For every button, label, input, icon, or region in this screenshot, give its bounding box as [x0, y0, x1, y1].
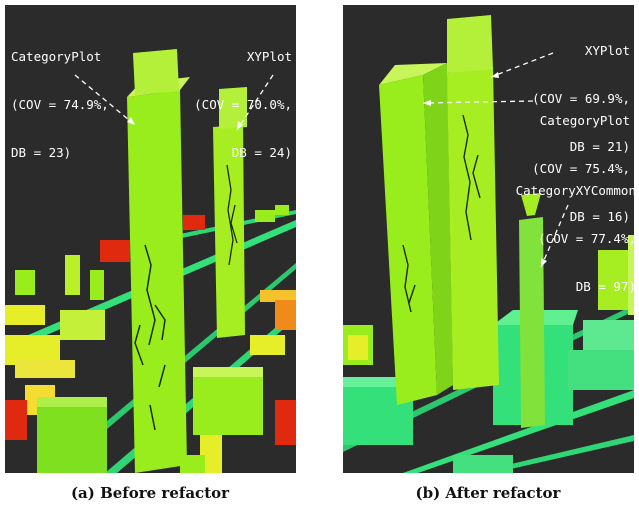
pointer-line: [236, 74, 274, 131]
building-roof: [193, 367, 263, 377]
coverage: (COV = 69.9%,: [532, 91, 630, 106]
design-bugs: DB = 97): [575, 279, 634, 294]
class-name: XYPlot: [584, 43, 630, 58]
building: [5, 305, 45, 325]
building: [65, 255, 80, 295]
pointer-line: [540, 204, 569, 268]
code-city-scene-before: [5, 5, 296, 473]
panel-after-refactor: XYPlot (COV = 69.9%, DB = 21) CategoryPl…: [343, 5, 634, 473]
tower-categoryplot-top: [133, 49, 179, 95]
arrow-head-icon: [491, 72, 499, 78]
building: [5, 400, 27, 440]
caption-after: (b) After refactor: [415, 484, 561, 502]
class-name: CategoryPlot: [11, 49, 102, 64]
building: [183, 215, 205, 230]
building: [15, 360, 75, 378]
design-bugs: DB = 21): [569, 139, 630, 154]
building: [250, 335, 285, 355]
building-roof: [343, 377, 413, 387]
building: [275, 205, 289, 215]
coverage: (COV = 75.4%,: [532, 161, 630, 176]
coverage: (COV = 74.9%,: [11, 97, 109, 112]
tower-categoryplot: [379, 75, 437, 405]
tower-xyplot-top: [219, 87, 247, 129]
building: [193, 375, 263, 435]
callout-xyplot-before: XYPlot (COV = 70.0%, DB = 24): [194, 17, 292, 193]
building: [260, 290, 296, 302]
panel-before-refactor: CategoryPlot (COV = 74.9%, DB = 23) XYPl…: [5, 5, 296, 473]
building: [90, 270, 104, 300]
building: [568, 350, 634, 390]
building: [348, 335, 368, 360]
tower-categoryxycommon-top: [521, 193, 541, 216]
design-bugs: DB = 23): [11, 145, 72, 160]
building: [255, 210, 275, 222]
class-name: CategoryPlot: [539, 113, 630, 128]
pointer-line: [74, 74, 136, 126]
callout-categoryxycommon-after: CategoryXYCommon (COV = 77.4%, DB = 97): [516, 151, 634, 327]
tower-xyplot: [447, 67, 499, 390]
coverage: (COV = 77.4%,: [538, 231, 634, 246]
building: [60, 310, 105, 340]
street: [473, 435, 634, 473]
coverage: (COV = 70.0%,: [194, 97, 292, 112]
callout-categoryplot-before: CategoryPlot (COV = 74.9%, DB = 23): [11, 17, 109, 193]
building-roof: [37, 397, 107, 407]
building: [200, 435, 222, 473]
caption-before: (a) Before refactor: [70, 484, 230, 502]
class-name: XYPlot: [246, 49, 292, 64]
tower-categoryplot-roof: [379, 63, 447, 85]
building: [100, 240, 130, 262]
pointer-line: [422, 100, 534, 104]
callout-categoryplot-after: CategoryPlot (COV = 75.4%, DB = 16): [532, 81, 630, 257]
street: [403, 390, 634, 473]
building: [37, 405, 107, 473]
building: [275, 300, 296, 330]
arrow-head-icon: [127, 117, 135, 125]
tower-categoryxycommon: [519, 217, 545, 428]
design-bugs: DB = 16): [569, 209, 630, 224]
arrow-head-icon: [541, 258, 547, 267]
pointer-line: [490, 52, 554, 78]
bug-cracks: [402, 114, 481, 313]
building: [453, 455, 513, 473]
building: [583, 320, 634, 350]
class-name: CategoryXYCommon: [515, 183, 634, 198]
arrow-head-icon: [423, 100, 431, 106]
tower-xyplot-top: [447, 15, 493, 73]
tower-categoryplot: [127, 90, 187, 473]
building: [275, 400, 296, 445]
building: [628, 235, 634, 315]
arrow-head-icon: [237, 121, 243, 130]
building: [15, 270, 35, 295]
callout-xyplot-after: XYPlot (COV = 69.9%, DB = 21): [532, 11, 630, 187]
design-bugs: DB = 24): [231, 145, 292, 160]
tower-categoryplot-side: [423, 63, 453, 395]
building: [598, 250, 628, 310]
code-city-scene-after: [343, 5, 634, 473]
bug-cracks: [134, 244, 166, 431]
bug-cracks: [226, 164, 238, 266]
tower-xyplot: [213, 125, 245, 338]
